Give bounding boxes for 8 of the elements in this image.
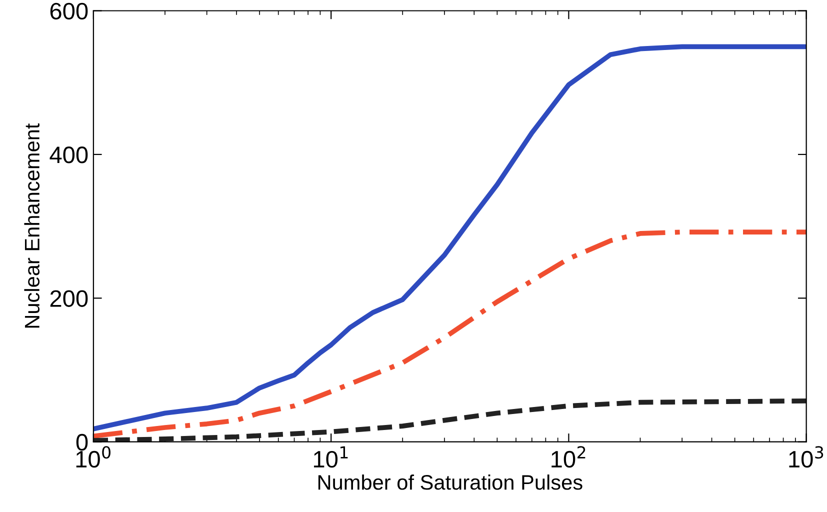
- x-axis-title: Number of Saturation Pulses: [318, 474, 582, 490]
- y-tick-label: 400: [50, 146, 88, 164]
- y-tick-label: 600: [50, 2, 88, 20]
- x-tick-label: 10$^{2}$: [552, 446, 586, 468]
- x-tick-label: 10$^{3}$: [789, 446, 824, 468]
- y-axis-title: Nuclear Enhancement: [24, 123, 40, 328]
- x-tick-label: 10$^{1}$: [314, 446, 348, 468]
- y-tick-label: 200: [50, 290, 88, 307]
